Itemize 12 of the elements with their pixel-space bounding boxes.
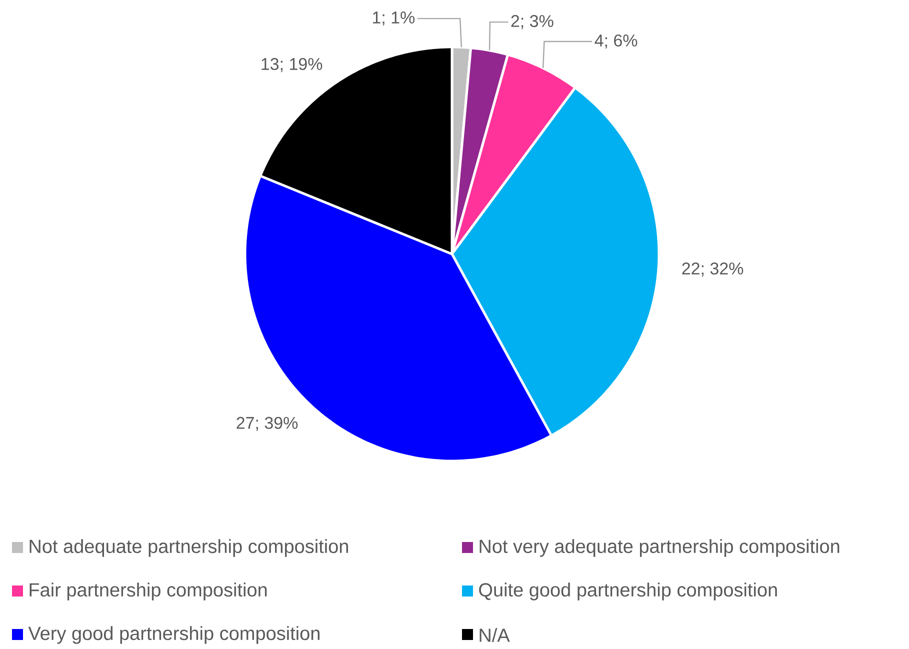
data-label: 4; 6%	[594, 34, 638, 49]
legend-label: Not very adequate partnership composition	[480, 539, 840, 557]
data-label: 27; 39%	[236, 416, 298, 431]
legend-label: Quite good partnership composition	[479, 582, 777, 600]
data-label: 22; 32%	[682, 262, 744, 277]
legend-label: Fair partnership composition	[30, 582, 267, 600]
legend-label: Very good partnership composition	[28, 626, 320, 644]
data-label: 1; 1%	[373, 12, 415, 26]
legend-label: N/A	[480, 628, 510, 642]
data-label: 13; 19%	[262, 58, 322, 72]
legend-label: Not adequate partnership composition	[30, 539, 348, 557]
data-label: 2; 3%	[511, 15, 554, 30]
